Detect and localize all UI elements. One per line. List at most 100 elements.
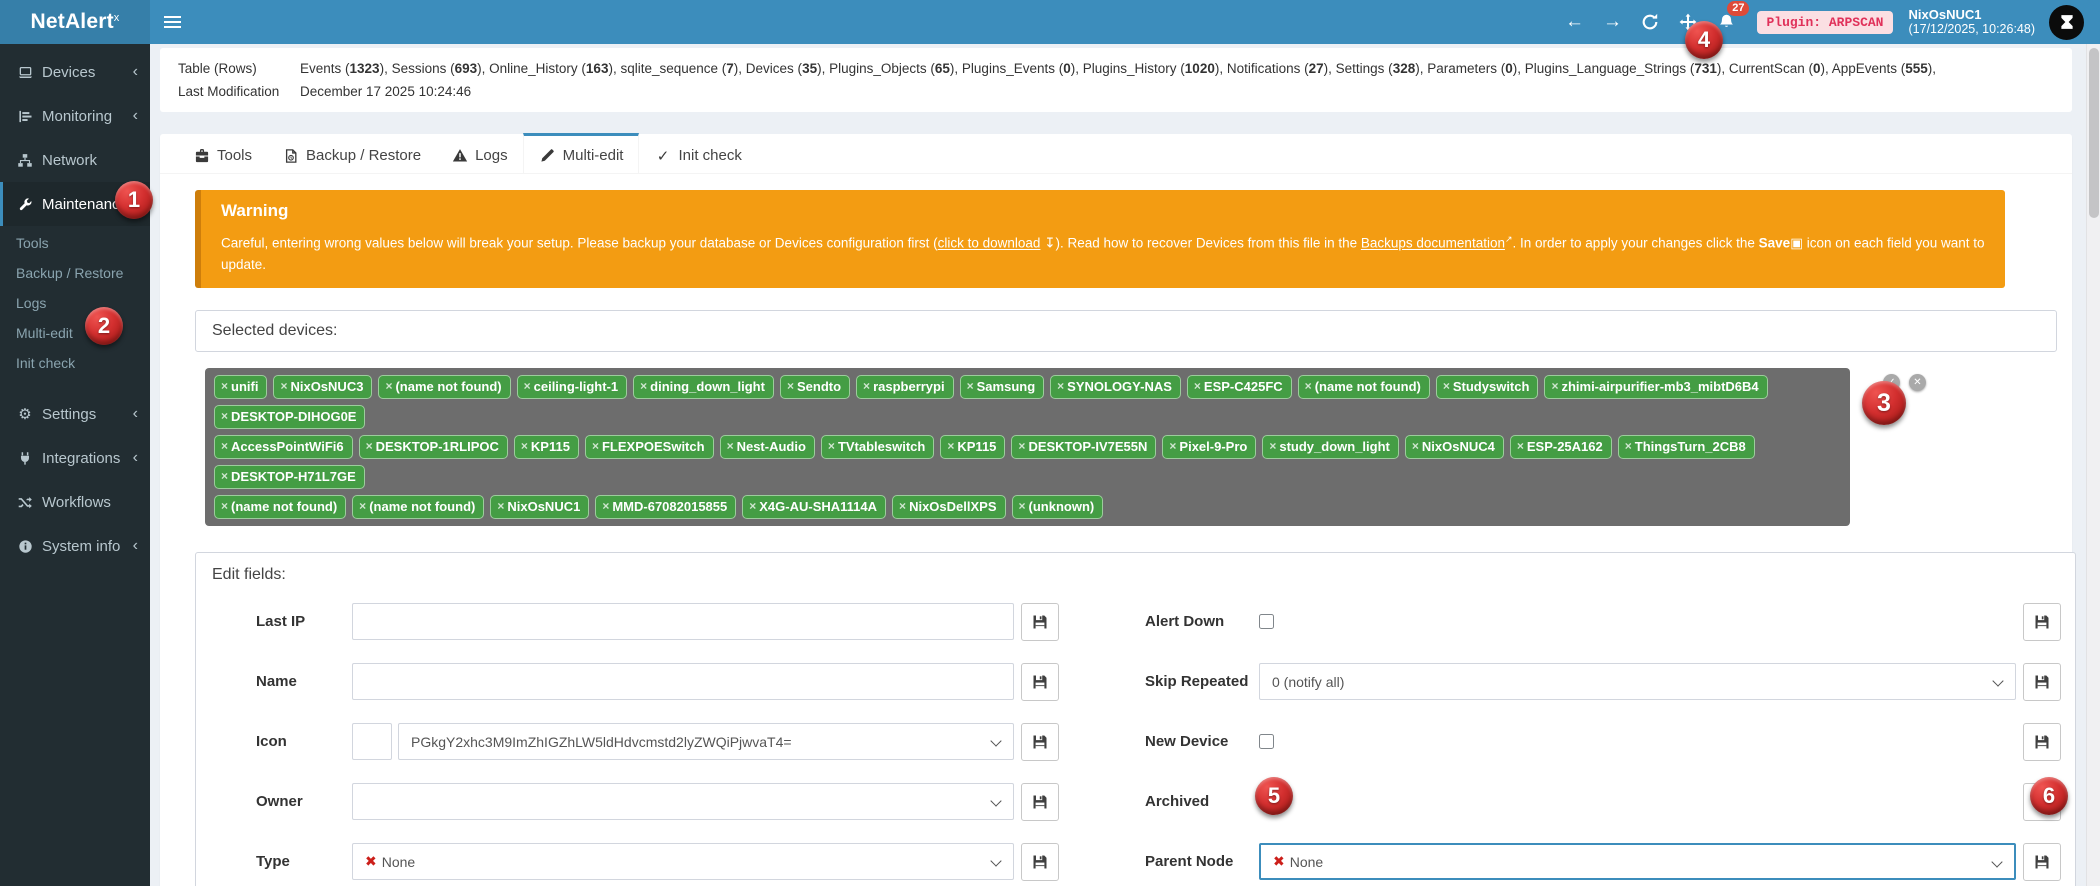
back-icon[interactable]: ← [1564, 11, 1584, 32]
remove-tag-icon[interactable]: × [1269, 438, 1277, 453]
sidebar-item-network[interactable]: Network [0, 138, 150, 182]
device-tag[interactable]: × SYNOLOGY-NAS [1050, 374, 1181, 399]
device-tag[interactable]: × Nest-Audio [719, 434, 815, 459]
device-tag[interactable]: × dining_down_light [633, 374, 774, 399]
device-tag[interactable]: × study_down_light [1262, 434, 1399, 459]
remove-tag-icon[interactable]: × [1624, 438, 1632, 453]
submenu-item-backup-restore[interactable]: Backup / Restore [16, 265, 124, 281]
remove-tag-icon[interactable]: × [1411, 438, 1419, 453]
notifications-bell-icon[interactable]: 27 [1711, 1, 1750, 39]
hamburger-menu-icon[interactable] [150, 0, 194, 44]
save-button[interactable] [2023, 602, 2061, 641]
tab-tools[interactable]: Tools [178, 134, 267, 173]
avatar[interactable] [2049, 4, 2084, 40]
sidebar-item-workflows[interactable]: Workflows [0, 480, 150, 524]
remove-tag-icon[interactable]: × [602, 498, 610, 513]
device-tag[interactable]: × Samsung [959, 374, 1045, 399]
new-device-checkbox[interactable] [1259, 734, 1274, 749]
name-input[interactable] [352, 663, 1014, 700]
device-tag[interactable]: × DESKTOP-DIHOG0E [214, 404, 366, 429]
save-button[interactable] [2023, 662, 2061, 701]
remove-tag-icon[interactable]: × [221, 408, 229, 423]
icon-select[interactable]: PGkgY2xhc3M9ImZhIGZhLW5ldHdvcmstd2lyZWQi… [398, 723, 1014, 760]
device-tag[interactable]: × TVtableswitch [820, 434, 935, 459]
save-button[interactable] [1021, 602, 1059, 641]
remove-tag-icon[interactable]: × [520, 438, 528, 453]
remove-tag-icon[interactable]: × [726, 438, 734, 453]
device-tag[interactable]: × NixOsNUC4 [1404, 434, 1504, 459]
clear-selection-icon[interactable]: ✕ [1909, 373, 1926, 391]
device-tag[interactable]: × unifi [214, 374, 268, 399]
device-tag[interactable]: × DESKTOP-H71L7GE [214, 464, 365, 489]
device-tag[interactable]: × AccessPointWiFi6 [214, 434, 353, 459]
remove-tag-icon[interactable]: × [1551, 378, 1559, 393]
device-tag[interactable]: × NixOsNUC1 [490, 494, 590, 519]
sidebar-item-devices[interactable]: Devices ‹ [0, 50, 150, 94]
remove-tag-icon[interactable]: × [1516, 438, 1524, 453]
device-tag[interactable]: × (name not found) [214, 494, 347, 519]
sidebar-item-monitoring[interactable]: Monitoring ‹ [0, 94, 150, 138]
device-tag[interactable]: × FLEXPOESwitch [584, 434, 714, 459]
sidebar-item-system-info[interactable]: System info ‹ [0, 524, 150, 568]
type-select[interactable]: ✖ None [352, 843, 1014, 880]
refresh-icon[interactable] [1635, 5, 1665, 39]
app-logo[interactable]: NetAlert x [0, 0, 150, 44]
device-tag[interactable]: × ceiling-light-1 [516, 374, 628, 399]
submenu-item-init-check[interactable]: Init check [16, 355, 76, 371]
remove-tag-icon[interactable]: × [497, 498, 505, 513]
remove-tag-icon[interactable]: × [1057, 378, 1065, 393]
remove-tag-icon[interactable]: × [640, 378, 648, 393]
remove-tag-icon[interactable]: × [1442, 378, 1450, 393]
scrollbar-thumb[interactable] [2089, 48, 2099, 218]
device-tag[interactable]: × raspberrypi [856, 374, 954, 399]
remove-tag-icon[interactable]: × [359, 498, 367, 513]
device-tag[interactable]: × NixOsDellXPS [892, 494, 1006, 519]
device-tag[interactable]: × (name not found) [378, 374, 511, 399]
move-arrows-icon[interactable] [1673, 5, 1703, 39]
device-tag[interactable]: × NixOsNUC3 [273, 374, 373, 399]
device-tag[interactable]: × KP115 [940, 434, 1006, 459]
remove-tag-icon[interactable]: × [966, 378, 974, 393]
remove-tag-icon[interactable]: × [1169, 438, 1177, 453]
remove-tag-icon[interactable]: × [221, 468, 229, 483]
save-button[interactable] [1021, 722, 1059, 761]
remove-tag-icon[interactable]: × [221, 378, 229, 393]
last-ip-input[interactable] [352, 603, 1014, 640]
device-tag[interactable]: × ESP-C425FC [1186, 374, 1292, 399]
device-tag[interactable]: × zhimi-airpurifier-mb3_mibtD6B4 [1544, 374, 1768, 399]
submenu-item-multi-edit[interactable]: Multi-edit [16, 325, 73, 341]
vertical-scrollbar[interactable] [2086, 44, 2100, 886]
device-tag[interactable]: × DESKTOP-1RLIPOC [358, 434, 508, 459]
remove-tag-icon[interactable]: × [221, 438, 229, 453]
skip-repeated-select[interactable]: 0 (notify all) [1259, 663, 2016, 700]
remove-tag-icon[interactable]: × [365, 438, 373, 453]
tab-multi-edit[interactable]: Multi-edit [522, 133, 640, 173]
tab-backup-restore[interactable]: Backup / Restore [267, 134, 436, 173]
remove-tag-icon[interactable]: × [385, 378, 393, 393]
save-button[interactable] [2023, 842, 2061, 881]
device-tag[interactable]: × Sendto [779, 374, 851, 399]
tab-init-check[interactable]: ✓ Init check [639, 134, 756, 173]
device-tag[interactable]: × X4G-AU-SHA1114A [742, 494, 887, 519]
remove-tag-icon[interactable]: × [899, 498, 907, 513]
save-button[interactable] [1021, 662, 1059, 701]
device-tag[interactable]: × KP115 [513, 434, 579, 459]
remove-tag-icon[interactable]: × [749, 498, 757, 513]
remove-tag-icon[interactable]: × [863, 378, 871, 393]
alert-down-checkbox[interactable] [1259, 614, 1274, 629]
save-button[interactable] [1021, 782, 1059, 821]
sidebar-item-settings[interactable]: ⚙ Settings ‹ [0, 392, 150, 436]
plugin-status-badge[interactable]: Plugin: ARPSCAN [1757, 10, 1893, 34]
submenu-item-tools[interactable]: Tools [16, 235, 49, 251]
device-tag[interactable]: × ESP-25A162 [1509, 434, 1612, 459]
device-tag[interactable]: × (unknown) [1011, 494, 1104, 519]
remove-tag-icon[interactable]: × [591, 438, 599, 453]
device-tag[interactable]: × (name not found) [1297, 374, 1430, 399]
remove-tag-icon[interactable]: × [947, 438, 955, 453]
tab-logs[interactable]: Logs [436, 134, 523, 173]
remove-tag-icon[interactable]: × [1018, 438, 1026, 453]
device-tag[interactable]: × ThingsTurn_2CB8 [1617, 434, 1755, 459]
forward-icon[interactable]: → [1602, 11, 1622, 32]
parent-node-select[interactable]: ✖ None [1259, 843, 2016, 880]
save-button[interactable] [2023, 722, 2061, 761]
